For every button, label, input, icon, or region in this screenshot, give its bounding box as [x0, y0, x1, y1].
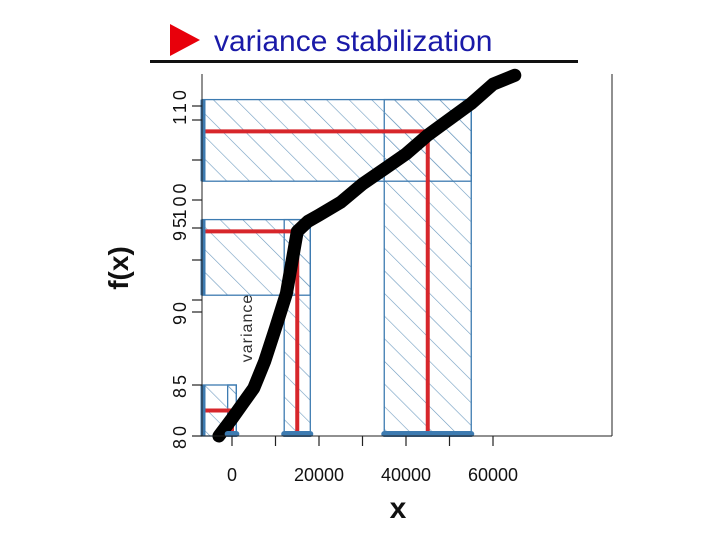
x-tick-label-60000: 60000	[468, 465, 518, 485]
slide-title: variance stabilization	[214, 25, 493, 58]
y-tick-label-110: 110	[170, 87, 190, 125]
plot-frame	[201, 74, 613, 437]
y-axis-label: f(x)	[103, 246, 134, 290]
curve-layer	[212, 68, 522, 443]
rotated-annotation: variance	[239, 294, 256, 362]
title-bar: variance stabilization	[150, 22, 578, 64]
y-tick-label-85: 85	[170, 372, 190, 398]
y-tick-label-95: 95	[170, 215, 190, 241]
x-axis-label: x	[390, 492, 407, 525]
x-tick-label-0: 0	[227, 465, 237, 485]
y-tick-label-100: 100	[170, 180, 190, 219]
interval-rectangles	[201, 98, 472, 437]
play-triangle-icon	[170, 24, 200, 56]
axis-ticks	[192, 105, 494, 446]
curve-series-line	[212, 68, 522, 443]
y-tick-label-80: 80	[170, 423, 190, 449]
title-underline	[150, 60, 578, 63]
interval-bars	[200, 99, 475, 437]
x-tick-label-20000: 20000	[294, 465, 344, 485]
y-tick-label-90: 90	[170, 299, 190, 325]
x-tick-label-40000: 40000	[381, 465, 431, 485]
